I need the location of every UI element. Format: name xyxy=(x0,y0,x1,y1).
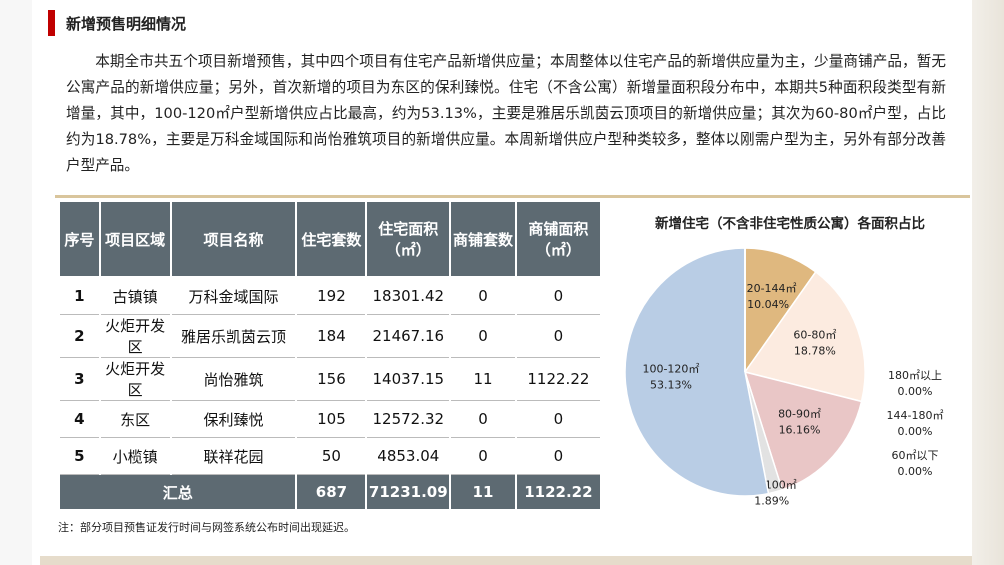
cell: 156 xyxy=(295,357,368,401)
header-cell: 住宅面积（㎡） xyxy=(365,200,452,278)
cell: 3 xyxy=(58,357,101,401)
cell: 火炬开发区 xyxy=(98,357,172,401)
cell: 192 xyxy=(295,277,368,315)
row: 2 火炬开发区 雅居乐凯茵云顶 184 21467.16 0 0 xyxy=(58,314,603,358)
slice-value: 0.00% xyxy=(898,385,933,398)
cell: 雅居乐凯茵云顶 xyxy=(169,314,298,358)
pie-chart: 新增住宅（不含非住宅性质公寓）各面积占比 120-144㎡ 10.04% 60-80… xyxy=(624,215,944,508)
cell: 小榄镇 xyxy=(98,437,172,475)
bottom-band xyxy=(40,556,972,565)
cell: 0 xyxy=(514,437,603,475)
header-cell: 序号 xyxy=(58,200,101,278)
pie-slice xyxy=(744,247,817,375)
row: 1 古镇镇 万科金域国际 192 18301.42 0 0 xyxy=(58,277,603,315)
cell: 0 xyxy=(449,277,517,315)
total-row: 汇总 687 71231.09 11 1122.22 xyxy=(57,474,603,509)
side-band xyxy=(0,0,32,565)
slice-label: 144-180㎡ xyxy=(887,409,944,422)
cell: 1 xyxy=(58,277,101,315)
cell: 保利臻悦 xyxy=(169,400,298,438)
slice-value: 53.13% xyxy=(650,379,692,392)
slice-value: 1.89% xyxy=(754,495,789,508)
cell: 21467.16 xyxy=(365,314,452,358)
cell: 万科金域国际 xyxy=(169,277,298,315)
slice-label: 180㎡以上 xyxy=(888,369,942,382)
cell: 1122.22 xyxy=(514,357,603,401)
row: 3 火炬开发区 尚怡雅筑 156 14037.15 11 1122.22 xyxy=(58,357,603,401)
section-title: 新增预售明细情况 xyxy=(66,15,187,33)
cell: 0 xyxy=(449,437,517,475)
slice-value: 18.78% xyxy=(794,345,836,358)
total-cell: 汇总 xyxy=(57,474,298,509)
slice-label: 80-90㎡ xyxy=(778,407,821,420)
cell: 0 xyxy=(449,400,517,438)
header-cell: 项目区域 xyxy=(98,200,172,278)
header-cell: 项目名称 xyxy=(169,200,298,278)
cell: 11 xyxy=(449,357,517,401)
slice-label: 100-120㎡ xyxy=(642,363,699,376)
cell: 0 xyxy=(514,314,603,358)
cell: 0 xyxy=(514,277,603,315)
slice-label: 60㎡以下 xyxy=(892,449,939,462)
slice-value: 0.00% xyxy=(898,465,933,478)
table: 序号 项目区域 项目名称 住宅套数 住宅面积（㎡） 商铺套数 商铺面积（㎡） 1 古镇镇 万科金域… xyxy=(57,200,603,509)
pie-slice xyxy=(743,370,863,491)
total-cell: 71231.09 xyxy=(365,474,452,509)
header-cell: 商铺面积（㎡） xyxy=(514,200,603,278)
side-band xyxy=(972,0,1004,565)
cell: 12572.32 xyxy=(365,400,452,438)
cell: 14037.15 xyxy=(365,357,452,401)
cell: 火炬开发区 xyxy=(98,314,172,358)
cell: 50 xyxy=(295,437,368,475)
slice-label: 60-80㎡ xyxy=(793,329,836,342)
title-bar xyxy=(48,10,55,36)
paragraph: 本期全市共五个项目新增预售，其中四个项目有住宅产品新增供应量；本周整体以住宅产品… xyxy=(66,53,946,174)
cell: 2 xyxy=(58,314,101,358)
cell: 0 xyxy=(449,314,517,358)
pie-slice xyxy=(624,247,770,497)
cell: 尚怡雅筑 xyxy=(169,357,298,401)
cell: 105 xyxy=(295,400,368,438)
slice-value: 16.16% xyxy=(779,423,821,436)
cell: 4853.04 xyxy=(365,437,452,475)
total-cell: 687 xyxy=(295,474,368,509)
note: 注：部分项目预售证发行时间与网签系统公布时间出现延迟。 xyxy=(58,521,355,534)
cell: 18301.42 xyxy=(365,277,452,315)
cell: 184 xyxy=(295,314,368,358)
slice-value: 0.00% xyxy=(898,425,933,438)
chart-title: 新增住宅（不含非住宅性质公寓）各面积占比 xyxy=(655,215,925,232)
cell: 东区 xyxy=(98,400,172,438)
header-cell: 住宅套数 xyxy=(295,200,368,278)
slice-value: 10.04% xyxy=(747,298,789,311)
row: 4 东区 保利臻悦 105 12572.32 0 0 xyxy=(58,400,603,438)
header-cell: 商铺套数 xyxy=(449,200,517,278)
total-cell: 11 xyxy=(449,474,517,509)
total-cell: 1122.22 xyxy=(514,474,603,509)
cell: 5 xyxy=(58,437,101,475)
cell: 4 xyxy=(58,400,101,438)
cell: 联祥花园 xyxy=(169,437,298,475)
cell: 0 xyxy=(514,400,603,438)
divider xyxy=(55,195,970,198)
slice-label: 120-144㎡ xyxy=(740,282,797,295)
pie-slice xyxy=(743,270,866,403)
row: 5 小榄镇 联祥花园 50 4853.04 0 0 xyxy=(58,437,603,475)
header-row: 序号 项目区域 项目名称 住宅套数 住宅面积（㎡） 商铺套数 商铺面积（㎡） xyxy=(58,200,603,278)
cell: 古镇镇 xyxy=(98,277,172,315)
